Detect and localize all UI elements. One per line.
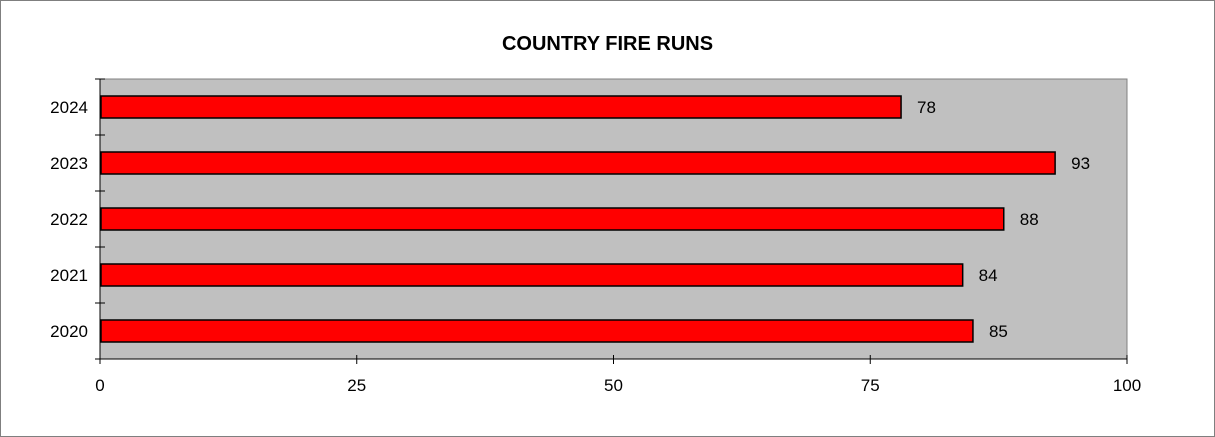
- category-label-2020: 2020: [50, 322, 88, 341]
- x-tick-label-25: 25: [347, 376, 366, 395]
- x-tick-label-50: 50: [604, 376, 623, 395]
- data-label-2023: 93: [1071, 154, 1090, 173]
- bars-group: [100, 95, 1056, 343]
- bar-2021: [100, 263, 964, 287]
- category-label-2022: 2022: [50, 210, 88, 229]
- data-label-2022: 88: [1020, 210, 1039, 229]
- axes-group: [95, 78, 1128, 364]
- bar-2020: [100, 319, 974, 343]
- category-label-2023: 2023: [50, 154, 88, 173]
- bar-2024: [100, 95, 902, 119]
- x-tick-label-100: 100: [1113, 376, 1141, 395]
- data-label-2021: 84: [979, 266, 998, 285]
- x-tick-label-0: 0: [95, 376, 104, 395]
- x-tick-label-75: 75: [861, 376, 880, 395]
- data-label-2020: 85: [989, 322, 1008, 341]
- bar-2023: [100, 151, 1056, 175]
- category-label-2024: 2024: [50, 98, 88, 117]
- bar-2022: [100, 207, 1005, 231]
- chart-title: COUNTRY FIRE RUNS: [501, 33, 714, 55]
- category-label-2021: 2021: [50, 266, 88, 285]
- data-label-2024: 78: [917, 98, 936, 117]
- labels-group: 78 2024 93 2023 88 2022 84 2021 85 2020 0 25 50 75 100: [50, 98, 1141, 395]
